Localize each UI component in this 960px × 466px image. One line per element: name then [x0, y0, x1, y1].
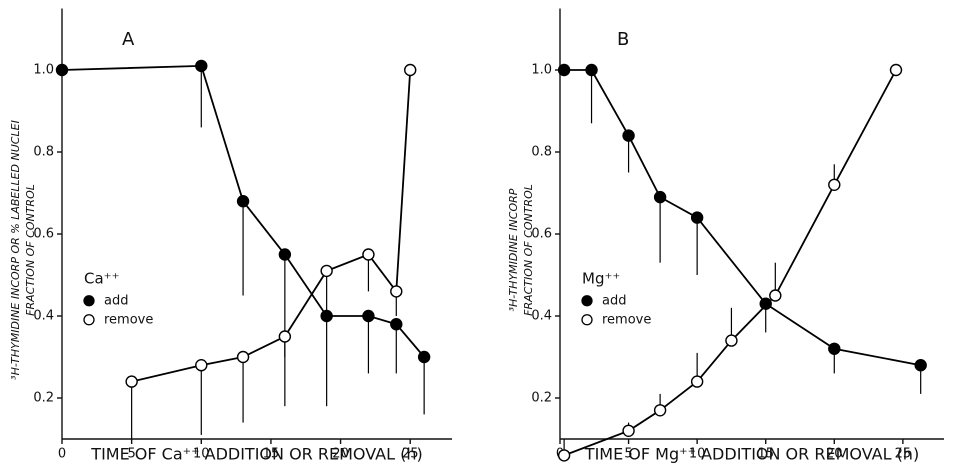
data-point [653, 190, 667, 204]
x-tick-label: 15 [263, 447, 280, 462]
x-tick-label: 0 [58, 447, 66, 462]
data-point [769, 289, 782, 302]
y-tick-label: 0.8 [531, 145, 552, 160]
data-point [236, 194, 250, 208]
x-axis-label: TIME OF Ca⁺⁺ ADDITION OR REMOVAL (h) [90, 445, 422, 464]
data-point [55, 63, 69, 77]
data-point [585, 63, 598, 77]
legend-label: add [104, 293, 128, 308]
x-tick-label: 10 [689, 447, 706, 462]
legend-marker [581, 295, 593, 307]
x-tick-label: 15 [757, 447, 774, 462]
data-point [417, 350, 431, 364]
legend-marker [83, 314, 95, 326]
data-point [690, 211, 704, 224]
legend-marker [83, 295, 95, 307]
y-tick-label: 0.6 [33, 227, 54, 242]
data-point [404, 63, 417, 77]
y-axis-label: FRACTION OF CONTROL [24, 184, 37, 316]
legend-label: add [602, 293, 626, 308]
data-point [759, 297, 772, 310]
data-point [390, 318, 403, 331]
data-point [278, 248, 292, 261]
series-line [564, 69, 921, 367]
legend-label: remove [104, 312, 153, 327]
y-tick-label: 0.4 [531, 309, 552, 324]
data-point [889, 63, 903, 77]
data-point [622, 129, 635, 142]
data-point [557, 449, 571, 462]
y-axis-label: ³H-THYMIDINE INCORP [507, 188, 520, 311]
legend-title: Mg⁺⁺ [582, 269, 620, 287]
panel-label: A [122, 29, 135, 50]
y-axis-label: ³H-THYMIDINE INCORP OR % LABELLED NUCLEI [9, 120, 22, 380]
data-point [320, 309, 333, 323]
data-point [390, 285, 403, 298]
data-point [725, 334, 738, 347]
data-point [195, 59, 208, 73]
data-point [828, 342, 841, 355]
data-point [622, 424, 635, 437]
x-tick-label: 25 [402, 447, 419, 462]
x-tick-label: 5 [128, 447, 136, 462]
x-tick-label: 25 [895, 447, 912, 462]
legend-title: Ca⁺⁺ [84, 269, 120, 287]
y-tick-label: 0.2 [33, 391, 54, 406]
data-point [914, 359, 927, 372]
series-line [563, 69, 897, 457]
x-tick-label: 20 [332, 447, 349, 462]
y-axis-label: FRACTION OF CONTROL [522, 184, 535, 316]
y-tick-label: 1.0 [531, 63, 552, 78]
x-axis-label: TIME OF Mg⁺⁺ ADDITION OR REMOVAL (h) [584, 445, 919, 464]
data-point [320, 264, 333, 278]
y-tick-label: 0.6 [531, 227, 552, 242]
data-point [236, 350, 250, 364]
data-point [362, 248, 375, 261]
data-point [557, 63, 571, 77]
legend-marker [581, 314, 593, 326]
x-tick-label: 10 [193, 447, 210, 462]
data-point [828, 178, 841, 192]
y-tick-label: 1.0 [33, 63, 54, 78]
y-tick-label: 0.4 [33, 309, 54, 324]
y-tick-label: 0.8 [33, 145, 54, 160]
data-point [362, 309, 375, 323]
panel-label: B [617, 29, 629, 50]
data-point [125, 375, 138, 388]
data-point [690, 375, 704, 388]
data-point [278, 330, 292, 343]
series-line [131, 69, 412, 383]
y-tick-label: 0.2 [531, 391, 552, 406]
legend-label: remove [602, 312, 651, 327]
data-point [195, 359, 208, 372]
data-point [653, 404, 667, 417]
x-tick-label: 20 [826, 447, 843, 462]
x-tick-label: 5 [624, 447, 632, 462]
